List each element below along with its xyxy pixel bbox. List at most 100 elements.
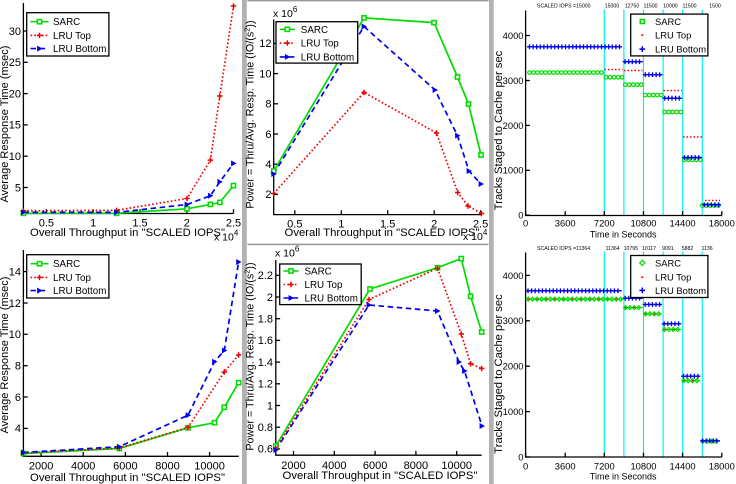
svg-text:18000: 18000: [709, 218, 735, 229]
svg-text:Power = Thru/Avg. Resp. Time (: Power = Thru/Avg. Resp. Time (IO/(s2)): [243, 262, 257, 450]
svg-text:4: 4: [265, 159, 271, 171]
svg-text:8000: 8000: [155, 461, 179, 473]
svg-text:7200: 7200: [594, 460, 615, 471]
svg-text:1.4: 1.4: [258, 357, 273, 369]
svg-text:SARC: SARC: [301, 25, 328, 36]
svg-text:0.5: 0.5: [39, 217, 54, 229]
svg-text:5: 5: [15, 182, 21, 194]
svg-text:SARC: SARC: [305, 267, 332, 278]
svg-text:SARC: SARC: [53, 259, 80, 270]
svg-text:LRU Bottom: LRU Bottom: [53, 286, 106, 297]
svg-text:4000: 4000: [71, 461, 95, 473]
svg-text:x 106: x 106: [275, 245, 300, 260]
svg-text:2.5: 2.5: [226, 217, 241, 229]
svg-text:0: 0: [518, 451, 523, 462]
svg-text:3600: 3600: [555, 218, 576, 229]
svg-text:6000: 6000: [113, 461, 137, 473]
svg-text:7200: 7200: [594, 218, 615, 229]
svg-text:Average Response Time (msec): Average Response Time (msec): [0, 277, 11, 434]
svg-text:1000: 1000: [503, 406, 524, 417]
svg-text:1000: 1000: [503, 165, 524, 176]
svg-text:8000: 8000: [404, 460, 428, 472]
svg-text:1: 1: [338, 218, 344, 230]
svg-text:Power = Thru/Avg. Resp. Time (: Power = Thru/Avg. Resp. Time (IO/(s2)): [243, 20, 257, 208]
svg-text:3000: 3000: [503, 75, 524, 86]
svg-text:12: 12: [9, 298, 21, 310]
svg-text:10795: 10795: [624, 246, 639, 252]
svg-text:2000: 2000: [281, 460, 305, 472]
svg-text:LRU Top: LRU Top: [655, 272, 691, 283]
svg-text:x 106: x 106: [273, 5, 298, 20]
svg-text:SCALED IOPS =11364: SCALED IOPS =11364: [537, 246, 590, 252]
svg-text:6000: 6000: [363, 460, 387, 472]
svg-text:8: 8: [15, 361, 21, 373]
svg-text:0: 0: [523, 218, 528, 229]
svg-text:10800: 10800: [630, 460, 656, 471]
svg-text:0.5: 0.5: [287, 218, 302, 230]
svg-text:11364: 11364: [606, 246, 620, 252]
svg-text:3000: 3000: [503, 315, 524, 326]
svg-text:LRU Bottom: LRU Bottom: [305, 294, 358, 305]
svg-text:x 104: x 104: [463, 228, 488, 243]
svg-text:6: 6: [265, 129, 271, 141]
svg-text:Overall Throughput in "SCALED: Overall Throughput in "SCALED IOPS": [285, 227, 480, 239]
svg-text:11500: 11500: [682, 3, 696, 9]
svg-text:x 104: x 104: [214, 229, 239, 244]
svg-text:12: 12: [259, 38, 271, 50]
svg-text:1: 1: [267, 400, 273, 412]
svg-text:2: 2: [184, 217, 190, 229]
svg-text:3600: 3600: [555, 460, 576, 471]
svg-text:2.2: 2.2: [258, 270, 273, 282]
svg-text:12750: 12750: [625, 3, 640, 9]
svg-text:1.6: 1.6: [258, 335, 273, 347]
svg-text:LRU Top: LRU Top: [53, 273, 91, 284]
svg-text:2: 2: [431, 218, 437, 230]
svg-text:0: 0: [518, 210, 523, 221]
svg-text:SARC: SARC: [53, 17, 80, 28]
svg-text:SARC: SARC: [655, 16, 681, 27]
svg-text:11500: 11500: [643, 3, 657, 9]
svg-text:SARC: SARC: [655, 257, 681, 268]
svg-text:Time in Seconds: Time in Seconds: [590, 471, 657, 481]
svg-text:10800: 10800: [630, 218, 656, 229]
svg-text:10000: 10000: [663, 3, 678, 9]
svg-text:2.5: 2.5: [473, 218, 488, 230]
svg-text:20: 20: [9, 88, 21, 100]
svg-text:25: 25: [9, 57, 21, 69]
svg-text:2000: 2000: [29, 461, 53, 473]
svg-text:Tracks Staged to Cache per sec: Tracks Staged to Cache per sec: [493, 50, 505, 210]
svg-text:LRU Bottom: LRU Bottom: [301, 52, 354, 63]
svg-text:2000: 2000: [503, 361, 524, 372]
svg-text:8: 8: [265, 99, 271, 111]
svg-text:15: 15: [9, 120, 21, 132]
svg-text:1.2: 1.2: [258, 379, 273, 391]
svg-text:2: 2: [265, 189, 271, 201]
svg-text:Tracks Staged to Cache per sec: Tracks Staged to Cache per sec: [493, 294, 505, 454]
svg-text:4000: 4000: [503, 30, 524, 41]
svg-text:Overall Throughput in "SCALED: Overall Throughput in "SCALED IOPS": [283, 470, 478, 482]
svg-text:Overall Throughput in "SCALED: Overall Throughput in "SCALED IOPS": [30, 227, 225, 239]
svg-text:10117: 10117: [642, 246, 656, 252]
svg-text:15000: 15000: [605, 3, 620, 9]
svg-text:9091: 9091: [662, 246, 674, 252]
svg-text:10: 10: [259, 68, 271, 80]
svg-text:Overall Throughput in "SCALED: Overall Throughput in "SCALED IOPS": [30, 472, 225, 484]
svg-text:0.6: 0.6: [258, 444, 273, 456]
svg-text:0.8: 0.8: [258, 422, 273, 434]
svg-text:1.5: 1.5: [132, 217, 147, 229]
svg-text:10: 10: [9, 151, 21, 163]
svg-text:1500: 1500: [709, 3, 721, 9]
svg-text:1: 1: [90, 217, 96, 229]
svg-text:10000: 10000: [194, 461, 225, 473]
svg-text:4000: 4000: [322, 460, 346, 472]
svg-text:LRU Top: LRU Top: [53, 31, 91, 42]
svg-text:SCALED IOPS =15000: SCALED IOPS =15000: [537, 3, 591, 9]
svg-text:Average Response Time (msec): Average Response Time (msec): [0, 46, 11, 203]
svg-text:4: 4: [15, 423, 21, 435]
svg-text:LRU Bottom: LRU Bottom: [655, 285, 706, 296]
svg-text:30: 30: [9, 26, 21, 38]
svg-text:LRU Bottom: LRU Bottom: [655, 44, 706, 55]
svg-text:6: 6: [15, 392, 21, 404]
svg-text:14400: 14400: [670, 218, 696, 229]
svg-text:4000: 4000: [503, 270, 524, 281]
